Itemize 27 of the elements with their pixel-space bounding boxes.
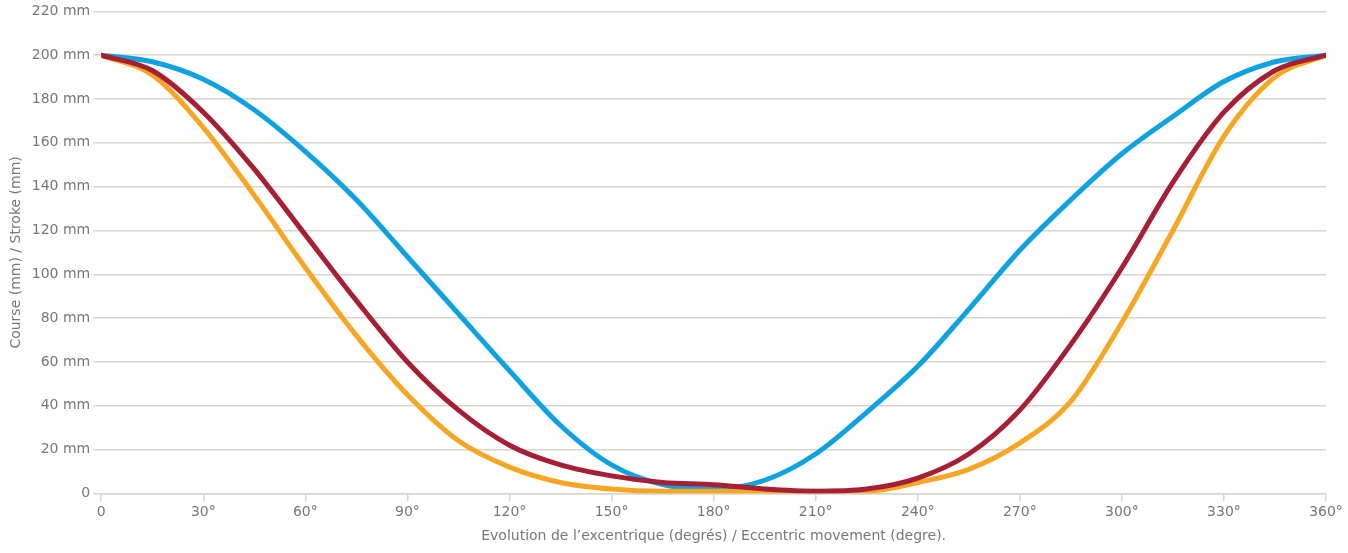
x-tick-label: 30°: [190, 503, 216, 520]
y-tick-label: 120 mm: [31, 221, 91, 238]
y-tick-label: 20 mm: [40, 440, 91, 457]
y-tick-label: 60 mm: [40, 352, 91, 369]
y-tick-label: 0: [81, 484, 91, 501]
x-tick-label: 360°: [1309, 503, 1343, 520]
y-axis-title: Course (mm) / Stroke (mm): [7, 156, 24, 349]
x-tick-label: 150°: [594, 503, 629, 520]
x-tick-label: 0: [96, 503, 106, 520]
y-tick-label: 180 mm: [31, 89, 91, 106]
x-tick-label: 180°: [696, 503, 731, 520]
x-tick-label: 90°: [395, 503, 420, 520]
x-tick-label: 120°: [492, 503, 527, 520]
y-tick-label: 40 mm: [40, 396, 91, 413]
y-tick-label: 80 mm: [40, 308, 91, 325]
y-tick-label: 160 mm: [31, 133, 91, 150]
y-tick-label: 140 mm: [31, 177, 91, 194]
x-tick-label: 210°: [798, 503, 833, 520]
x-tick-label: 300°: [1105, 503, 1139, 520]
y-tick-label: 200 mm: [31, 45, 91, 62]
x-axis-title: Evolution de l’excentrique (degrés) / Eccentric movement (degre).: [481, 527, 947, 544]
y-tick-label: 220 mm: [31, 2, 91, 19]
x-tick-label: 240°: [900, 503, 935, 520]
x-tick-label: 330°: [1207, 503, 1241, 520]
y-tick-label: 100 mm: [31, 264, 91, 281]
x-tick-label: 60°: [292, 503, 318, 520]
x-tick-label: 270°: [1002, 503, 1037, 520]
